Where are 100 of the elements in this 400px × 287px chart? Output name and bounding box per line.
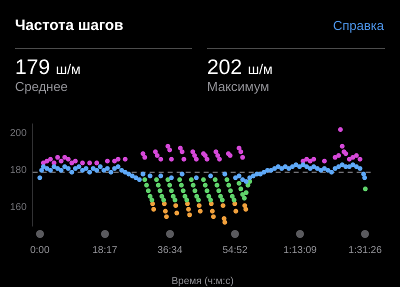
point <box>142 154 148 160</box>
point <box>354 153 359 158</box>
text: Справка <box>333 18 384 33</box>
point <box>55 154 60 160</box>
point <box>215 153 220 158</box>
point <box>181 156 186 162</box>
x-tick-label: 0:00 <box>30 244 50 256</box>
point <box>358 156 362 162</box>
point <box>194 194 200 199</box>
point <box>62 154 68 160</box>
point <box>338 127 343 132</box>
point <box>224 177 230 182</box>
point <box>161 198 166 202</box>
point <box>58 158 64 164</box>
point <box>214 149 218 154</box>
point <box>226 182 232 188</box>
point <box>236 180 242 186</box>
text: 179 ш/м <box>15 56 81 80</box>
point <box>173 203 178 208</box>
point <box>179 182 184 188</box>
point <box>244 190 249 196</box>
point <box>180 149 185 154</box>
point <box>66 156 71 162</box>
point <box>220 203 226 208</box>
point <box>346 156 352 162</box>
point <box>186 206 191 212</box>
point <box>204 188 210 194</box>
point <box>204 156 210 162</box>
point <box>72 158 78 164</box>
point <box>153 149 158 154</box>
point <box>236 146 242 151</box>
point <box>217 156 222 162</box>
point <box>159 194 164 199</box>
point <box>112 158 117 164</box>
point <box>174 210 180 216</box>
text: 202 ш/м <box>207 56 273 80</box>
point <box>194 156 199 162</box>
point <box>94 160 100 166</box>
point <box>182 194 188 199</box>
point <box>69 160 74 166</box>
point <box>190 182 196 188</box>
point <box>184 198 190 202</box>
point <box>180 188 186 194</box>
point <box>105 158 110 164</box>
point <box>230 194 235 199</box>
point <box>208 198 213 202</box>
point <box>210 208 215 214</box>
text: Максимум <box>207 79 270 94</box>
text: Среднее <box>15 79 68 94</box>
point <box>198 208 203 214</box>
point <box>220 198 225 202</box>
point <box>206 194 212 199</box>
point <box>80 160 85 166</box>
point <box>228 188 233 194</box>
y-tick-label: 180 <box>10 165 28 176</box>
point <box>308 158 313 164</box>
point <box>167 182 172 188</box>
x-tick-label: 1:31:26 <box>348 244 382 256</box>
point <box>151 206 156 212</box>
point <box>242 196 247 201</box>
point <box>169 188 174 194</box>
point <box>190 149 196 154</box>
point <box>162 208 168 214</box>
point <box>336 153 342 158</box>
point <box>218 194 223 199</box>
point <box>202 182 208 188</box>
point <box>240 154 245 160</box>
point <box>211 214 216 220</box>
point <box>222 220 228 225</box>
point <box>154 177 159 182</box>
y-tick-label: 160 <box>10 202 28 214</box>
point <box>238 149 244 154</box>
point <box>232 198 236 202</box>
point <box>146 188 151 194</box>
point <box>142 177 148 182</box>
point <box>167 148 172 152</box>
point <box>140 151 146 156</box>
point <box>214 182 220 188</box>
chart-title: Частота шагов <box>15 17 124 34</box>
point <box>144 182 149 188</box>
point <box>350 154 356 160</box>
point <box>172 198 178 202</box>
point <box>233 208 238 214</box>
point <box>188 177 194 182</box>
point <box>154 153 160 158</box>
point <box>178 146 183 151</box>
point <box>148 194 152 199</box>
x-tick-label: 18:17 <box>92 244 118 256</box>
point <box>48 156 53 162</box>
point <box>192 188 198 194</box>
point <box>156 182 161 188</box>
point <box>322 158 327 164</box>
point <box>238 186 244 192</box>
point <box>212 177 218 182</box>
point <box>158 188 162 194</box>
x-axis-title: Время (ч:м:с) <box>171 276 234 287</box>
point <box>216 188 222 194</box>
x-tick-label: 54:52 <box>222 244 248 256</box>
y-tick-label: 200 <box>10 128 28 140</box>
point <box>332 154 338 160</box>
